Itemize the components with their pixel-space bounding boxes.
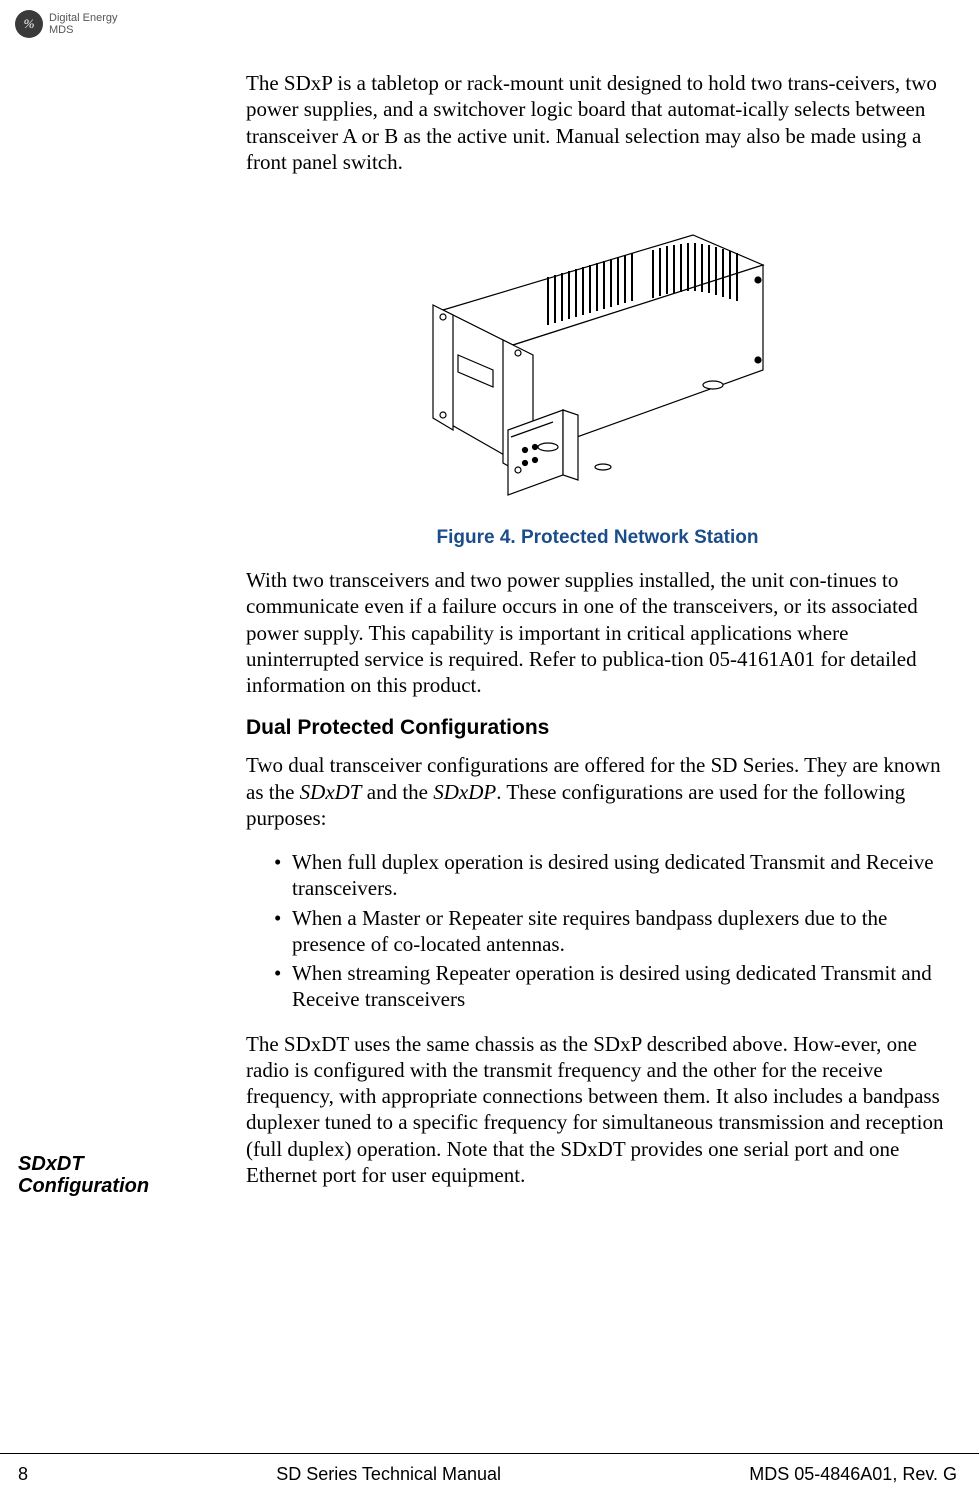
footer-doc-id: MDS 05-4846A01, Rev. G <box>749 1464 957 1485</box>
bullet-1: When full duplex operation is desired us… <box>274 849 949 902</box>
bullet-2: When a Master or Repeater site requires … <box>274 905 949 958</box>
side-label-line2: Configuration <box>18 1175 228 1197</box>
side-label-line1: SDxDT <box>18 1153 228 1175</box>
paragraph-3: Two dual transceiver configurations are … <box>246 752 949 831</box>
paragraph-4: The SDxDT uses the same chassis as the S… <box>246 1031 949 1189</box>
logo-text: Digital Energy MDS <box>49 12 117 36</box>
section-heading-dual-protected: Dual Protected Configurations <box>246 716 949 740</box>
header-logo: % Digital Energy MDS <box>15 10 117 38</box>
figure-4: Figure 4. Protected Network Station <box>246 215 949 549</box>
paragraph-2: With two transceivers and two power supp… <box>246 567 949 698</box>
footer-title: SD Series Technical Manual <box>276 1464 501 1485</box>
logo-brand: Digital Energy <box>49 12 117 24</box>
bullet-list: When full duplex operation is desired us… <box>274 849 949 1013</box>
footer-page-number: 8 <box>18 1464 28 1485</box>
margin-label-sdxdt: SDxDT Configuration <box>18 1153 228 1197</box>
protected-network-station-illustration <box>403 215 793 515</box>
paragraph-1: The SDxP is a tabletop or rack-mount uni… <box>246 70 949 175</box>
para3-italic-2: SDxDP <box>433 780 496 804</box>
para3-text-c: and the <box>362 780 434 804</box>
ge-logo-icon: % <box>15 10 43 38</box>
bullet-3: When streaming Repeater operation is des… <box>274 960 949 1013</box>
figure-caption: Figure 4. Protected Network Station <box>246 527 949 549</box>
logo-sub: MDS <box>49 24 117 36</box>
para3-italic-1: SDxDT <box>300 780 362 804</box>
main-content: The SDxP is a tabletop or rack-mount uni… <box>246 70 949 1206</box>
page-footer: 8 SD Series Technical Manual MDS 05-4846… <box>0 1453 979 1485</box>
